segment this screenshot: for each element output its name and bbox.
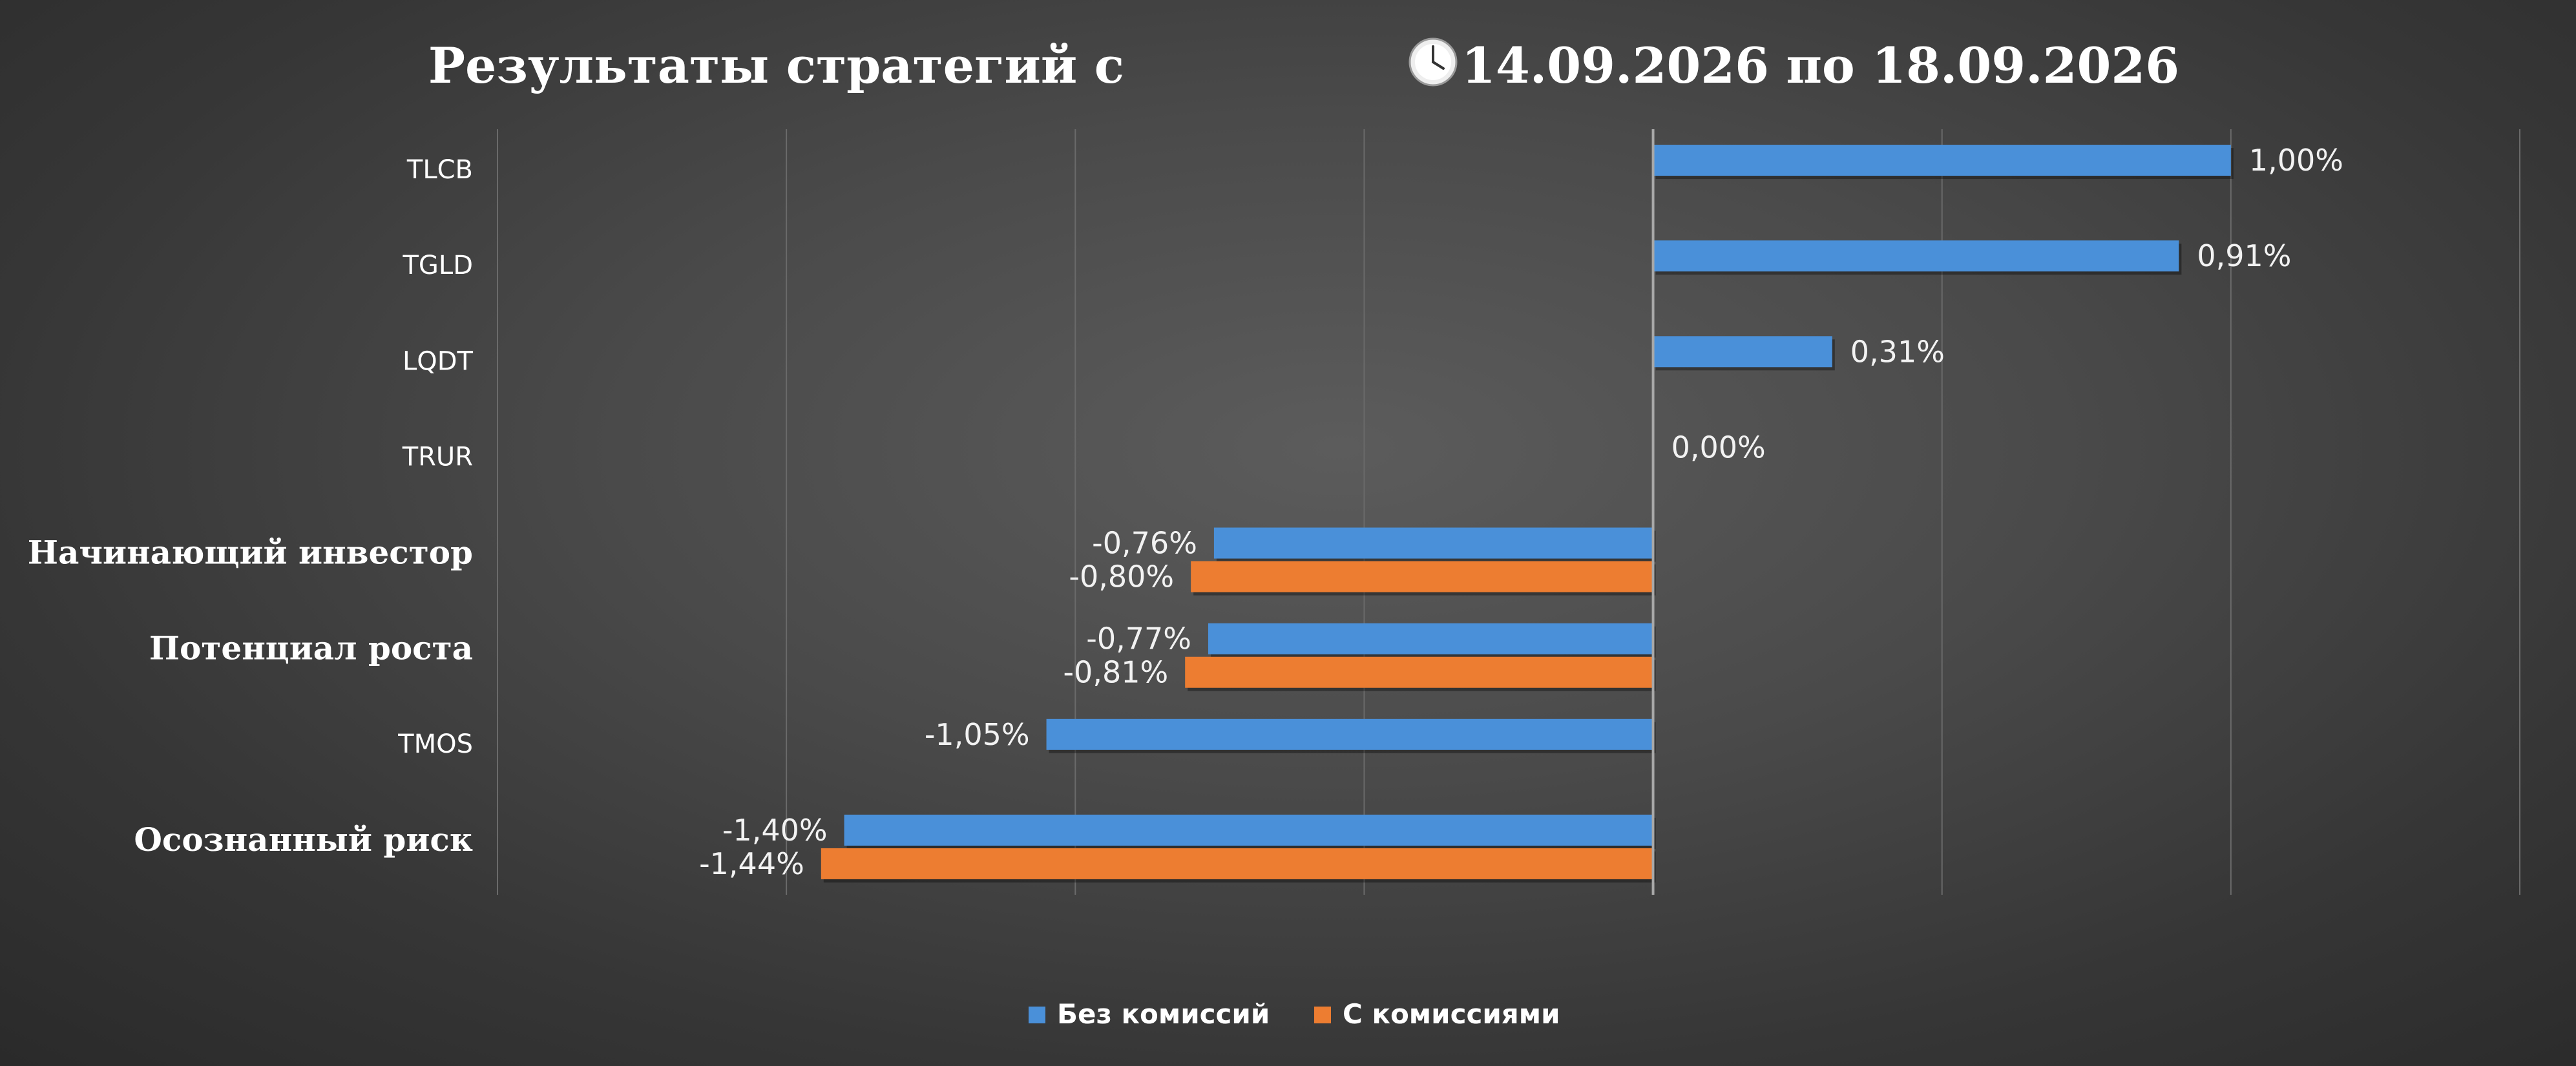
- legend-label: Без комиссий: [1057, 998, 1270, 1030]
- chart-title-prefix: Результаты стратегий с: [428, 37, 1124, 94]
- bar[interactable]: [1046, 718, 1653, 750]
- gridlines: [497, 129, 2520, 895]
- data-label: 1,00%: [2249, 143, 2343, 178]
- data-label: -0,77%: [1086, 622, 1191, 656]
- bar[interactable]: [1653, 336, 1832, 368]
- data-label: 0,31%: [1850, 334, 1945, 369]
- chart-title: Результаты стратегий с 14.09.2026 по 18.…: [428, 37, 2179, 94]
- data-label: 0,91%: [2197, 238, 2291, 273]
- category-label: TGLD: [402, 251, 473, 280]
- category-label: TLCB: [406, 155, 473, 185]
- legend-label: С комиссиями: [1343, 998, 1560, 1030]
- bar[interactable]: [844, 814, 1653, 846]
- category-label: LQDT: [403, 346, 474, 376]
- data-label: -0,76%: [1092, 526, 1197, 561]
- category-label: Начинающий инвестор: [28, 534, 473, 572]
- bar[interactable]: [1185, 656, 1653, 688]
- category-label: Потенциал роста: [149, 629, 473, 667]
- bar[interactable]: [1213, 527, 1653, 559]
- data-label: -0,80%: [1069, 559, 1174, 594]
- data-label: 0,00%: [1671, 430, 1766, 465]
- bar[interactable]: [1653, 240, 2179, 272]
- bar[interactable]: [821, 848, 1653, 879]
- data-label: -1,40%: [722, 813, 828, 848]
- category-labels: TLCB TGLD LQDT TRUR Начинающий инвестор Потен…: [28, 155, 474, 859]
- category-label: Осознанный риск: [134, 820, 473, 859]
- bar[interactable]: [1191, 561, 1653, 592]
- bar[interactable]: [1208, 623, 1653, 654]
- legend-swatch: [1029, 1007, 1045, 1023]
- data-label: -1,44%: [699, 846, 804, 881]
- category-label: TRUR: [402, 442, 473, 472]
- clock-icon: [1408, 37, 1458, 87]
- data-label: -1,05%: [925, 717, 1030, 752]
- legend-item-no-fee[interactable]: Без комиссий: [1029, 998, 1270, 1030]
- data-labels: 1,00% 0,91% 0,31% 0,00% -0,76%-0,80% -0,77%-0…: [699, 143, 2343, 881]
- legend: Без комиссий С комиссиями: [1029, 998, 1560, 1030]
- category-label: TMOS: [397, 729, 473, 759]
- chart-title-suffix: 14.09.2026 по 18.09.2026: [1461, 37, 2179, 94]
- bar[interactable]: [1653, 145, 2231, 176]
- legend-swatch: [1314, 1007, 1331, 1023]
- data-label: -0,81%: [1063, 655, 1168, 690]
- legend-item-with-fee[interactable]: С комиссиями: [1314, 998, 1560, 1030]
- bars: [821, 145, 2234, 883]
